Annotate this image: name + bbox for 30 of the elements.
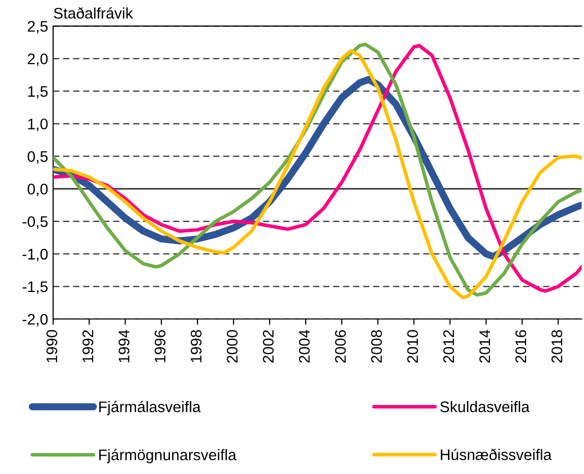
x-tick-label: 2006	[335, 330, 346, 363]
y-tick-label: -1,0	[22, 248, 48, 262]
legend-label: Skuldasveifla	[440, 401, 530, 412]
x-tick-label: 2012	[443, 330, 454, 363]
y-tick-label: 1,5	[28, 86, 48, 99]
y-axis-title: Staðalfrávik	[54, 7, 133, 19]
y-tick-label: -1,5	[22, 281, 48, 294]
y-tick-label: 0,0	[28, 184, 48, 196]
legend-label: Fjármálasveifla	[99, 400, 201, 416]
y-tick-label: 0,5	[28, 151, 48, 164]
y-tick-label: 2,0	[28, 53, 48, 66]
x-tick-label: 2004	[298, 330, 310, 363]
legend-label: Húsnæðissveifla	[440, 448, 552, 460]
x-tick-label: 2018	[551, 330, 562, 363]
legend-label: Fjármögnunarsveifla	[99, 448, 236, 464]
x-tick-label: 2000	[226, 330, 238, 363]
x-tick-label: 1990	[46, 330, 58, 362]
x-tick-label: 2014	[479, 330, 490, 363]
x-tick-label: 2010	[407, 330, 418, 363]
x-tick-label: 1992	[82, 330, 94, 362]
y-tick-label: 1,0	[28, 118, 48, 132]
x-tick-label: 2002	[262, 330, 274, 363]
y-tick-label: -0,5	[22, 216, 48, 229]
x-tick-label: 2016	[515, 330, 526, 363]
x-tick-label: 1998	[190, 330, 202, 362]
x-tick-label: 2008	[371, 330, 382, 363]
y-tick-label: -2,0	[22, 314, 48, 326]
x-tick-label: 1994	[118, 330, 130, 362]
x-tick-label: 1996	[154, 330, 166, 362]
y-tick-label: 2,5	[28, 20, 48, 34]
